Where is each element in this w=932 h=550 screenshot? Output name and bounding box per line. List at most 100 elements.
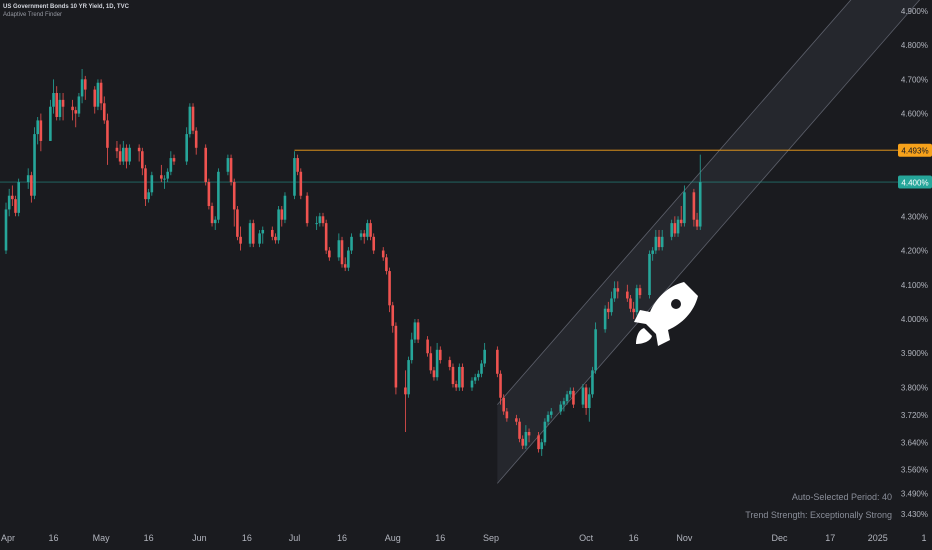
candle [213, 216, 217, 230]
trend-channel-fill [497, 0, 920, 484]
candle [229, 154, 233, 186]
candle-body [448, 360, 452, 367]
candle [185, 127, 188, 165]
candle-body [207, 182, 211, 207]
candle-body [14, 199, 17, 213]
candle [55, 86, 59, 121]
candle-body [163, 178, 166, 180]
y-tick-label: 4.800% [901, 41, 928, 50]
candle-body [692, 192, 696, 220]
candle [80, 69, 84, 104]
x-tick-label: Jul [289, 533, 301, 543]
candle [150, 171, 154, 196]
candle [502, 394, 505, 415]
y-axis: 4.900%4.800%4.700%4.600%4.500%4.400%4.30… [901, 7, 928, 519]
candle-body [226, 158, 230, 172]
candle [521, 435, 525, 450]
candle-body [17, 182, 20, 213]
candle [540, 438, 544, 456]
candle-body [347, 250, 350, 268]
candle [118, 144, 122, 165]
y-tick-label: 3.430% [901, 510, 928, 519]
candle [404, 370, 407, 432]
candle [657, 229, 661, 251]
candle [505, 408, 509, 422]
candle [315, 216, 318, 230]
candle-body [191, 106, 195, 131]
chart-title: US Government Bonds 10 YR Yield, 1D, TVC [3, 4, 129, 10]
candle-body [613, 288, 616, 299]
candle-body [71, 106, 74, 111]
resistance-price-tag-bg [898, 143, 932, 157]
resistance-price-tag-text: 4.493% [901, 147, 928, 156]
x-tick-label: May [93, 533, 111, 543]
candle-body [629, 298, 632, 309]
candle [613, 281, 616, 302]
x-tick-label: Jun [192, 533, 207, 543]
candle [591, 366, 594, 398]
candles-layer [4, 69, 702, 456]
candle-body [236, 209, 239, 237]
candle-body [676, 219, 680, 234]
candle-body [385, 257, 388, 272]
x-tick-label: Nov [676, 533, 693, 543]
candle-body [274, 236, 277, 241]
candle-body [55, 93, 59, 117]
candle-body [607, 308, 610, 313]
y-tick-label: 4.700% [901, 75, 928, 84]
candle-body [454, 384, 458, 388]
candle-body [147, 192, 150, 200]
candle [324, 219, 328, 254]
candle [362, 229, 366, 244]
candle-body [451, 366, 455, 385]
candle [17, 178, 20, 217]
last-price-tag-bg [898, 175, 932, 189]
candle [283, 192, 287, 224]
candle [204, 144, 208, 186]
y-tick-label: 4.200% [901, 247, 928, 256]
x-tick-label: Apr [1, 533, 15, 543]
candle-body [49, 106, 52, 141]
candle [451, 363, 455, 388]
candle [483, 342, 486, 367]
candle [581, 384, 585, 409]
candle-body [30, 175, 33, 196]
candle [318, 212, 322, 227]
candle-body [217, 171, 220, 220]
candle [160, 164, 163, 183]
candle-body [483, 349, 486, 364]
candle-body [337, 240, 341, 258]
candle-body [438, 349, 442, 361]
candle-body [350, 236, 353, 251]
candle-body [477, 373, 480, 378]
candle-body [318, 216, 322, 224]
candle-body [581, 387, 585, 405]
candle-body [616, 288, 620, 292]
candle [258, 229, 261, 248]
candle-body [416, 322, 420, 340]
candle-body [632, 308, 635, 313]
candle [347, 247, 350, 272]
candle [366, 219, 369, 241]
candle-body [369, 223, 372, 237]
candle-body [559, 404, 563, 412]
candle-body [232, 182, 236, 210]
candle-body [391, 305, 395, 326]
candle-body [626, 291, 629, 299]
x-tick-label: Oct [579, 533, 594, 543]
candle-body [26, 175, 30, 183]
candle [141, 147, 144, 176]
candle [274, 233, 277, 244]
candle [172, 154, 176, 165]
candle-body [277, 209, 280, 241]
candle [340, 236, 344, 268]
candle [648, 250, 651, 299]
candle-body [33, 134, 36, 196]
candle-body [521, 438, 525, 446]
candle [321, 212, 325, 227]
candle-body [679, 219, 683, 224]
candle [115, 140, 119, 159]
candle [77, 93, 81, 117]
auto-selected-period: Auto-Selected Period: 40 [791, 492, 892, 502]
